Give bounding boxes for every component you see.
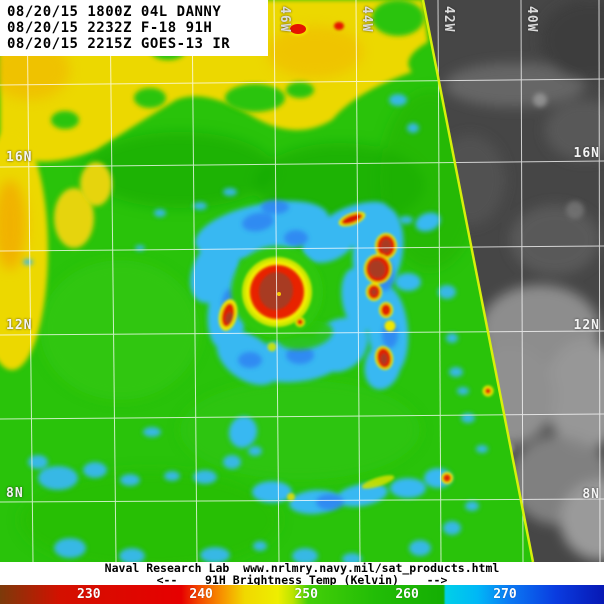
west-cell — [218, 299, 238, 331]
lat-label-16n-right: 16N — [573, 146, 600, 161]
colorbar-tick-230: 230 — [77, 587, 101, 602]
hot-spots — [288, 22, 344, 36]
footer-credit-line: Naval Research Lab www.nrlmry.navy.mil/s… — [104, 561, 500, 575]
lat-label-12n-right: 12N — [573, 318, 600, 333]
swath-edge-line — [421, 0, 535, 562]
colorbar-tick-260: 260 — [395, 587, 419, 602]
scattered-showers — [23, 94, 488, 562]
lon-label-42w: 42W — [441, 6, 456, 33]
lon-label-46w: 46W — [277, 6, 292, 33]
southern-band — [252, 468, 453, 515]
hurricane-eye — [258, 272, 294, 310]
info-line-ir: 08/20/15 2215Z GOES-13 IR — [7, 36, 231, 52]
footer-product-line: <-- 91H Brightness Temp (Kelvin) --> — [156, 572, 448, 587]
rainband-blue-cores — [222, 200, 398, 368]
microwave-swath — [0, 0, 533, 562]
lat-label-8n-left: 8N — [6, 486, 24, 501]
info-line-storm: 08/20/15 1800Z 04L DANNY — [7, 4, 222, 20]
colorbar-tick-250: 250 — [294, 587, 318, 602]
lat-label-12n-left: 12N — [6, 318, 33, 333]
graticule-lines — [26, 0, 601, 562]
info-box: 08/20/15 1800Z 04L DANNY 08/20/15 2232Z … — [0, 0, 268, 56]
colorbar-tick-240: 240 — [189, 587, 213, 602]
east-arc-cells — [338, 211, 397, 370]
info-line-sensor: 08/20/15 2232Z F-18 91H — [7, 20, 213, 36]
satellite-map — [0, 0, 604, 562]
lon-label-44w: 44W — [359, 6, 374, 33]
lat-label-16n-left: 16N — [6, 150, 33, 165]
brightness-temp-colorbar: 230 240 250 260 270 — [0, 585, 604, 604]
lon-label-40w: 40W — [524, 6, 539, 33]
colorbar-tick-270: 270 — [493, 587, 517, 602]
footer: Naval Research Lab www.nrlmry.navy.mil/s… — [0, 562, 604, 585]
lat-label-8n-right: 8N — [582, 487, 600, 502]
